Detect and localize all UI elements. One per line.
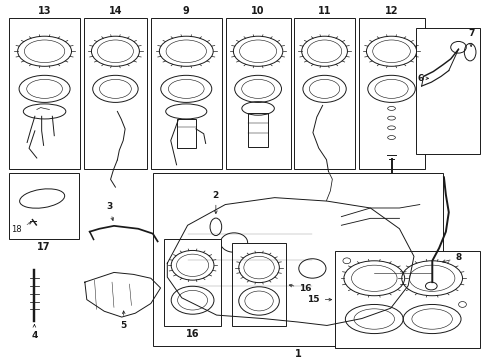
Bar [294, 18, 354, 168]
Bar [176, 119, 196, 148]
Bar [164, 239, 220, 327]
Bar [9, 174, 79, 239]
Bar [225, 18, 290, 168]
Bar [232, 243, 285, 326]
Text: 12: 12 [384, 6, 397, 16]
Bar [150, 18, 221, 168]
Text: 17: 17 [37, 242, 51, 252]
Bar [152, 174, 442, 346]
Text: 8: 8 [442, 253, 461, 262]
Text: 15: 15 [306, 295, 331, 304]
Text: 16: 16 [185, 329, 199, 339]
Text: 2: 2 [212, 191, 219, 213]
Text: 3: 3 [106, 202, 113, 220]
Bar [84, 18, 147, 168]
Text: 16: 16 [288, 284, 311, 293]
Bar [358, 18, 424, 168]
Text: 5: 5 [121, 311, 126, 330]
Text: 9: 9 [183, 6, 189, 16]
Text: 7: 7 [467, 28, 473, 47]
Text: 10: 10 [251, 6, 264, 16]
Text: 14: 14 [108, 6, 122, 16]
Text: 4: 4 [31, 324, 38, 340]
Text: 11: 11 [317, 6, 331, 16]
Bar [335, 251, 479, 348]
Bar [9, 18, 80, 168]
Bar [248, 113, 267, 147]
Text: 18: 18 [11, 222, 31, 234]
Bar [415, 28, 479, 154]
Text: 6: 6 [417, 74, 427, 83]
Text: 13: 13 [38, 6, 51, 16]
Text: 1: 1 [294, 349, 301, 359]
